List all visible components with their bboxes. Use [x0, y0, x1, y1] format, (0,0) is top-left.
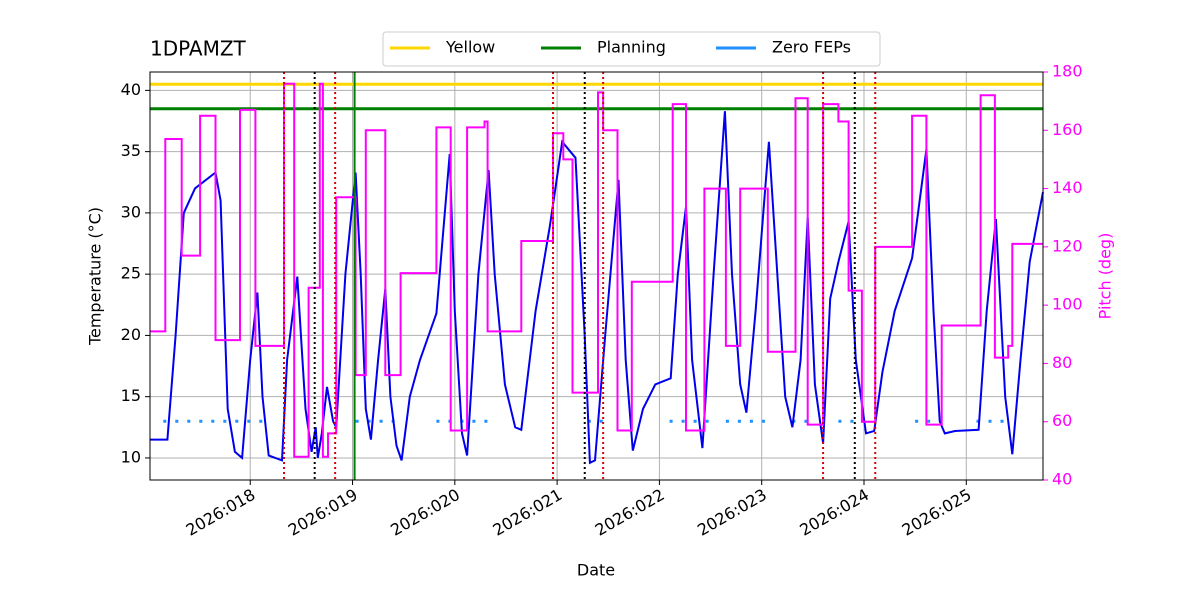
x-tick-label: 2026:022	[592, 485, 668, 540]
x-tick-label: 2026:023	[694, 485, 770, 540]
legend-label: Yellow	[445, 38, 495, 57]
y2-tick-label: 100	[1052, 295, 1083, 314]
x-tick-label: 2026:025	[899, 485, 975, 540]
data-line	[150, 111, 1044, 465]
y-tick-label: 30	[121, 202, 141, 221]
x-tick-label: 2026:018	[183, 485, 259, 540]
y-tick-label: 35	[121, 141, 141, 160]
x-tick-label: 2026:019	[285, 485, 361, 540]
y2-tick-label: 140	[1052, 178, 1083, 197]
y-axis-label: Temperature (°C)	[86, 207, 105, 346]
legend: Yellow Planning Zero FEPs	[382, 31, 881, 67]
x-tick-label: 2026:024	[796, 485, 872, 540]
y2-tick-label: 80	[1052, 353, 1072, 372]
x-axis-label: Date	[577, 561, 615, 580]
x-tick-label: 2026:020	[387, 485, 463, 540]
y-tick-label: 10	[121, 447, 141, 466]
y-tick-label: 40	[121, 80, 141, 99]
y2-tick-label: 40	[1052, 470, 1072, 489]
legend-label: Planning	[597, 38, 666, 57]
plot-frame	[149, 71, 1044, 481]
chart-title: 1DPAMZT	[150, 37, 247, 61]
legend-box	[382, 31, 881, 67]
y2-tick-label: 160	[1052, 120, 1083, 139]
y2-tick-label: 60	[1052, 411, 1072, 430]
y-tick-label: 20	[121, 325, 141, 344]
x-tick-label: 2026:021	[489, 485, 565, 540]
y2-tick-label: 120	[1052, 236, 1083, 255]
data-line	[150, 82, 1043, 458]
y2-axis-label: Pitch (deg)	[1096, 233, 1115, 320]
y-tick-label: 25	[121, 264, 141, 283]
y2-tick-label: 180	[1052, 62, 1083, 81]
y-tick-label: 15	[121, 386, 141, 405]
legend-label: Zero FEPs	[772, 38, 851, 57]
